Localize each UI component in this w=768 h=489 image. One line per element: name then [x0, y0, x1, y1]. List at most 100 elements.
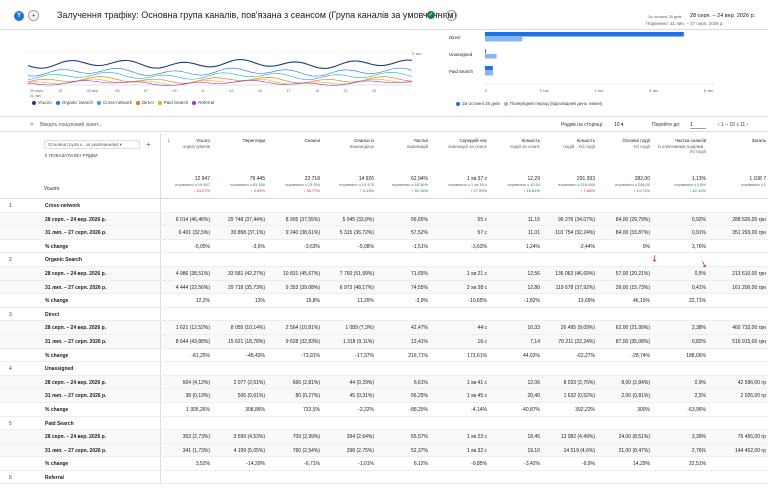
column-header[interactable]: Середній час взаємодії за сеанс — [435, 138, 487, 149]
row-label: % change — [45, 298, 69, 305]
table-row[interactable]: % change 12,2% 13% 15,8% 11,29% -3,9% -10,65% -… — [0, 294, 768, 308]
legend-item[interactable]: Organic Search — [52, 100, 93, 105]
line-chart[interactable]: 2 тис. 29 серп. 31 02 вер. 05 07 09 11 13 15 17 19… — [20, 30, 440, 100]
line-series-1 — [27, 67, 413, 77]
table-row[interactable]: 1 Cross-network — [0, 199, 768, 213]
show-all-rows-button[interactable]: ⇕ ПОКАЗАТИ ВСІ РЯДКИ — [44, 153, 98, 158]
table-cell: 42,47% — [411, 325, 428, 332]
table-cell: 22,51% — [689, 461, 706, 468]
totals-label: Усього — [44, 186, 60, 192]
column-total: 1,13% порівняно з 0,8% ↑ 42,10% — [654, 176, 706, 194]
total-change: ↓ 4,49% — [250, 188, 265, 193]
legend-item[interactable]: Усього — [28, 100, 52, 105]
table-cell: 101 754 (32,24%) — [555, 230, 595, 237]
column-header-title: Частка — [413, 138, 428, 143]
total-change: ↑ 30,16% — [411, 188, 428, 193]
legend-dot-icon — [96, 100, 101, 105]
table-row[interactable]: 28 серп. – 24 вер. 2026 р. 6 014 (46,46%)… — [0, 212, 768, 227]
bar-x-tick-label: 6 тис. — [649, 89, 659, 93]
column-total: 12 947 порівняно з 19 657 ↓ 34,27% — [158, 176, 210, 194]
column-header[interactable]: Частка сеансів із ключовими подіями · Усі… — [654, 138, 706, 155]
column-header[interactable]: Перегляди — [213, 138, 266, 144]
table-cell: 5 045 (33,8%) — [342, 216, 374, 223]
line-chart-legend: Усього Organic Search Cross-network Direct P… — [28, 100, 214, 105]
table-cell: 76 456,00 гр — [737, 434, 766, 441]
search-icon[interactable]: ⌕ — [30, 121, 34, 128]
table-row[interactable]: 31 лип. – 27 серп. 2026 р. 8 644 (43,88%)… — [0, 334, 768, 349]
date-range-picker[interactable]: 28 серп. – 24 вер. 2026 р. — [690, 13, 756, 19]
table-row[interactable]: % change -6,05% -3,6% -3,63% -5,08% -1,51% -3,… — [0, 239, 768, 254]
table-row[interactable]: 28 серп. – 24 вер. 2026 р. 504 (4,12%) 2 0… — [0, 375, 768, 390]
row-label: Organic Search — [45, 257, 82, 264]
column-header[interactable]: Частка взаємодій — [376, 138, 428, 149]
dimension-select[interactable]: Основна група к...за умовчанням) ▾ — [44, 140, 140, 149]
table-cell: 732,5% — [303, 406, 320, 413]
legend-item[interactable]: Direct — [132, 100, 154, 105]
table-row[interactable]: 31 лип. – 27 серп. 2026 р. 38 (0,19%) 506 … — [0, 389, 768, 403]
add-dimension-button[interactable]: + — [146, 140, 151, 149]
bar-unassigned-1[interactable] — [485, 54, 497, 59]
bar-unassigned-0[interactable] — [485, 49, 486, 54]
table-cell: 7 760 (51,99%) — [339, 270, 374, 277]
column-header[interactable]: Кількість подій · Усі події — [543, 138, 595, 149]
bar-chart[interactable]: Direct Unassigned Paid Search 0 2 тис. 4 тис.… — [445, 30, 755, 102]
table-row[interactable]: 31 лип. – 27 серп. 2026 р. 4 444 (22,56%)… — [0, 280, 768, 295]
column-header[interactable]: Сеанси із взаємодією — [322, 138, 374, 149]
add-filter-button[interactable]: + — [446, 10, 457, 21]
table-cell: 99 276 (34,07%) — [558, 216, 595, 223]
table-cell: 19,10 — [527, 447, 540, 454]
table-cell: 3,39% — [691, 434, 706, 441]
table-row[interactable]: 31 лип. – 27 серп. 2026 р. 341 (1,73%) 4 1… — [0, 443, 768, 458]
table-cell: 14,29% — [633, 461, 650, 468]
table-row[interactable]: 4 Unassigned — [0, 362, 768, 376]
rows-per-page-select[interactable]: 10 ▾ — [614, 122, 624, 128]
table-row[interactable]: 28 серп. – 24 вер. 2026 р. 353 (2,73%) 3 5… — [0, 430, 768, 444]
bar-legend-item[interactable]: Попередній період (відповідний день тижн… — [500, 101, 602, 106]
table-row[interactable]: 5 Paid Search — [0, 416, 768, 431]
bar-legend-item[interactable]: За останні 28 днів — [452, 101, 500, 106]
table-row[interactable]: 28 серп. – 24 вер. 2026 р. 1 621 (12,52%)… — [0, 321, 768, 335]
row-index: 3 — [9, 311, 12, 318]
legend-item[interactable]: Referral — [188, 100, 214, 105]
goto-page-input[interactable]: 1 — [690, 122, 706, 129]
table-row[interactable]: 6 Referral — [0, 470, 768, 485]
legend-label: Organic Search — [61, 100, 93, 105]
property-badge[interactable]: Y — [14, 11, 24, 21]
pagination[interactable]: ‹ 1 – 10 з 11 › — [718, 122, 749, 128]
legend-item[interactable]: Cross-network — [93, 100, 132, 105]
table-cell: 70 211 (22,24%) — [558, 338, 595, 345]
column-header[interactable]: Загаль — [714, 138, 766, 144]
column-header[interactable]: Усього користувачів — [158, 138, 210, 149]
table-row[interactable]: % change -81,25% -48,43% -73,91% -17,37% 216,… — [0, 348, 768, 363]
bar-direct-0[interactable] — [485, 32, 684, 37]
column-header[interactable]: Кількість подій за сеанс — [488, 138, 540, 149]
add-comparison-button[interactable]: + — [28, 10, 39, 21]
bar-category-label: Unassigned — [449, 52, 473, 57]
total-change: ↑ 13,71% — [633, 188, 650, 193]
total-change: ↓ 34,27% — [193, 188, 210, 193]
bar-paid-search-1[interactable] — [485, 71, 494, 76]
column-header[interactable]: Основні події Усі події — [598, 138, 650, 149]
legend-label: Referral — [198, 100, 215, 105]
table-row[interactable]: % change 1 305,26% 308,86% 732,5% -2,22% -88,… — [0, 402, 768, 417]
chevron-down-icon[interactable]: ▾ — [437, 12, 441, 18]
column-header[interactable]: Сеанси — [268, 138, 320, 144]
bar-x-tick-label: 8 тис. — [704, 89, 714, 93]
search-input[interactable]: Введіть пошуковий запит... — [40, 122, 103, 128]
table-cell: -1,51% — [412, 243, 428, 250]
column-total: 14 926 порівняно з 14 475 ↑ 3,13% — [322, 176, 374, 194]
table-row[interactable]: 28 серп. – 24 вер. 2026 р. 4 986 (38,51%)… — [0, 266, 768, 281]
check-circle-icon[interactable]: ✓ — [427, 11, 435, 19]
table-cell: -2,22% — [358, 406, 374, 413]
table-cell: 55 с — [477, 216, 487, 223]
table-row[interactable]: 2 Organic Search — [0, 253, 768, 267]
table-row[interactable]: % change 3,52% -14,29% -6,71% -1,01% 6,12% -9,… — [0, 457, 768, 471]
table-cell: 26 495 (9,09%) — [560, 325, 595, 332]
bar-x-tick-label: 4 тис. — [595, 89, 605, 93]
sort-arrow-icon[interactable]: ↓ — [167, 138, 170, 144]
legend-item[interactable]: Paid Search — [154, 100, 188, 105]
bar-direct-1[interactable] — [485, 37, 523, 42]
table-row[interactable]: 31 лип. – 27 серп. 2026 р. 6 401 (32,5%) 3… — [0, 226, 768, 240]
bar-paid-search-0[interactable] — [485, 66, 493, 71]
table-row[interactable]: 3 Direct — [0, 307, 768, 322]
